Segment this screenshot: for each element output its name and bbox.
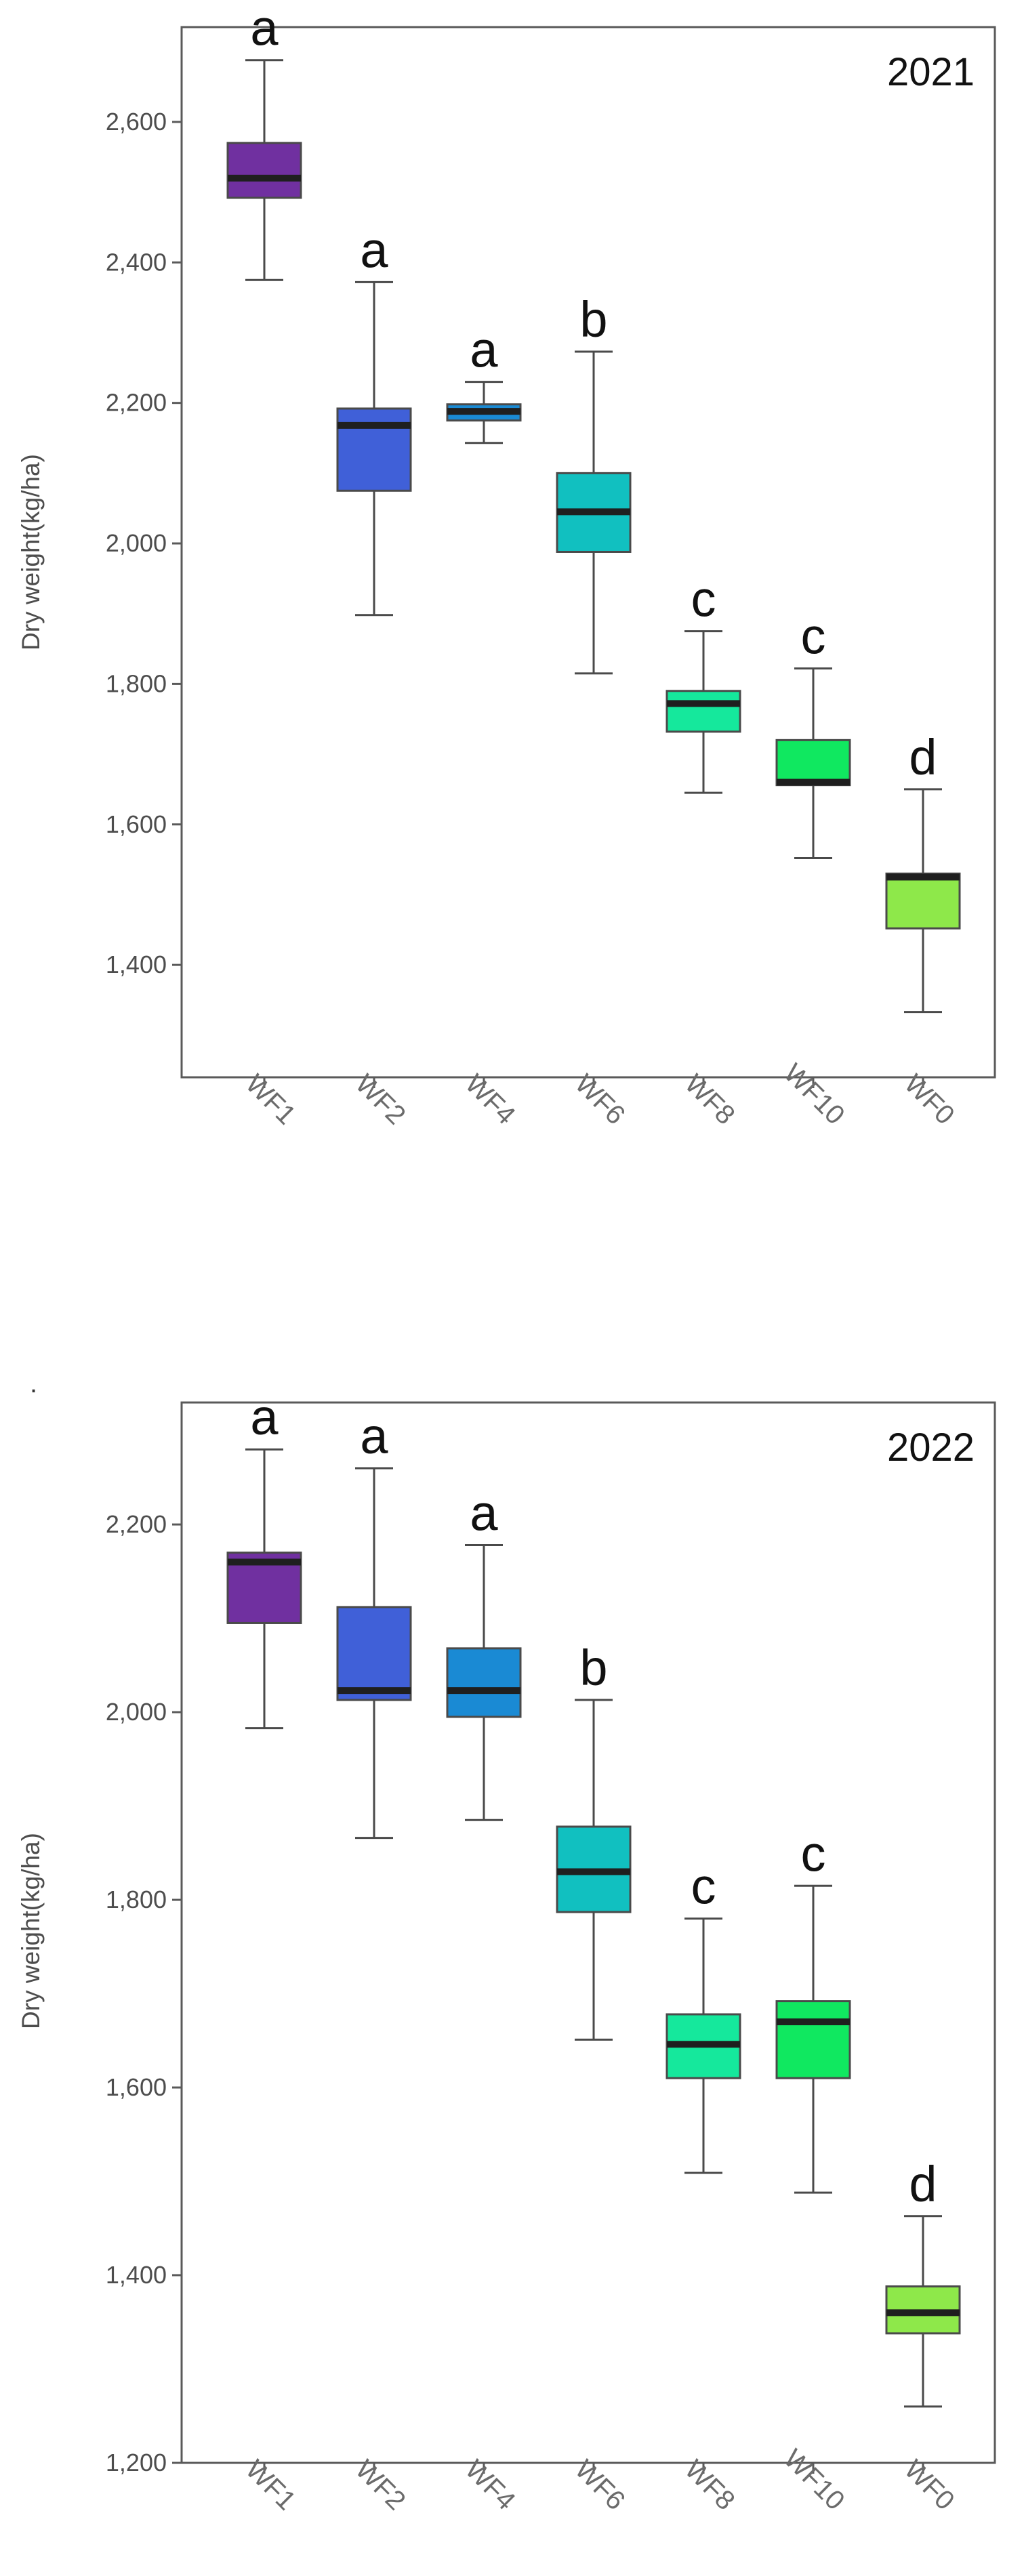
significance-letter: c <box>691 571 716 627</box>
significance-letter: a <box>470 322 498 378</box>
significance-letter: d <box>909 2156 937 2212</box>
y-tick-label: 2,000 <box>106 1698 167 1726</box>
separator-dot: . <box>30 1369 37 1398</box>
y-tick-label: 1,800 <box>106 669 167 697</box>
y-tick-label: 1,400 <box>106 2261 167 2289</box>
box-WF1 <box>226 142 302 199</box>
significance-letter: a <box>250 1389 279 1445</box>
y-tick-label: 2,600 <box>106 108 167 136</box>
significance-letter: b <box>579 1640 607 1696</box>
significance-letter: a <box>250 0 279 56</box>
y-tick-label: 2,200 <box>106 389 167 417</box>
significance-letter: b <box>579 291 607 348</box>
box-WF10 <box>775 2000 851 2079</box>
y-tick-label: 2,200 <box>106 1510 167 1538</box>
significance-letter: c <box>691 1858 716 1915</box>
y-axis-title: Dry weight(kg/ha) <box>17 454 45 650</box>
x-category-label: WF10 <box>778 1058 851 1131</box>
y-tick-label: 1,200 <box>106 2449 167 2476</box>
box-WF10 <box>775 739 851 787</box>
y-tick-label: 2,400 <box>106 248 167 276</box>
box-WF4 <box>446 1647 522 1718</box>
significance-letter: c <box>801 1825 826 1882</box>
chart-2022: 1,200 1,400 1,600 1,800 2,000 2,200 Dry weight… <box>17 1389 996 2516</box>
significance-letter: a <box>360 222 388 278</box>
year-label: 2021 <box>887 50 975 94</box>
box-WF2 <box>336 407 412 492</box>
y-tick-label: 2,000 <box>106 529 167 557</box>
year-label: 2022 <box>887 1426 975 1470</box>
significance-letter: a <box>470 1485 498 1541</box>
x-category-label: WF10 <box>778 2444 851 2516</box>
chart-2021: 1,400 1,600 1,800 2,000 2,200 2,400 2,600 Dry w… <box>17 0 996 1131</box>
plot-frame <box>180 26 996 1079</box>
y-tick-label: 1,600 <box>106 810 167 838</box>
y-tick-label: 1,600 <box>106 2073 167 2101</box>
significance-letter: c <box>801 608 826 665</box>
significance-letter: a <box>360 1408 388 1464</box>
plot-frame <box>180 1401 996 2464</box>
y-tick-label: 1,400 <box>106 951 167 978</box>
box-WF0 <box>885 872 961 930</box>
significance-letter: d <box>909 729 937 785</box>
y-axis-title: Dry weight(kg/ha) <box>17 1833 45 2029</box>
box-WF8 <box>665 690 741 733</box>
box-WF2 <box>336 1606 412 1701</box>
y-tick-label: 1,800 <box>106 1886 167 1913</box>
